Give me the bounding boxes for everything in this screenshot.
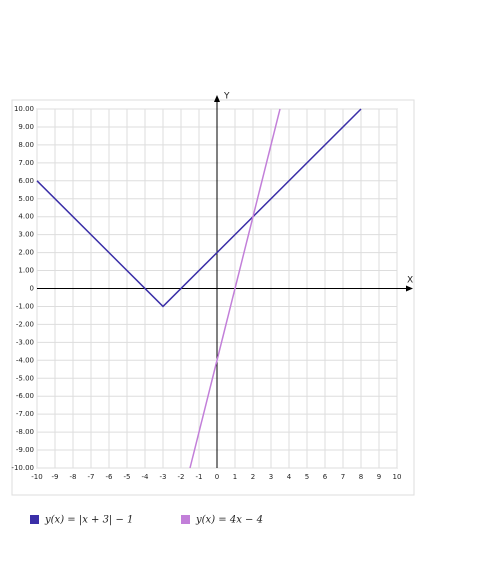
- y-axis-label: Y: [223, 92, 230, 102]
- legend-swatch: [181, 515, 190, 524]
- y-tick-label: 3.00: [18, 231, 34, 239]
- y-tick-label: -9.00: [16, 446, 34, 454]
- x-tick-label: 6: [323, 473, 328, 481]
- x-tick-label: 9: [377, 473, 381, 481]
- x-tick-label: -4: [142, 473, 150, 481]
- y-tick-label: 0: [30, 285, 34, 293]
- y-tick-label: 2.00: [18, 249, 34, 257]
- y-tick-label: -4.00: [16, 356, 34, 364]
- series-line: [189, 108, 281, 469]
- legend-label: y(x) = |x + 3| − 1: [44, 515, 133, 526]
- x-tick-label: 3: [269, 473, 273, 481]
- legend-swatch: [30, 515, 39, 524]
- x-tick-label: -6: [106, 473, 114, 481]
- y-tick-label: 7.00: [18, 159, 34, 167]
- y-tick-label: -6.00: [16, 392, 34, 400]
- y-tick-label: 8.00: [18, 141, 34, 149]
- x-tick-label: 0: [215, 473, 219, 481]
- x-axis-label: X: [407, 276, 413, 286]
- x-tick-label: -2: [178, 473, 185, 481]
- legend-label: y(x) = 4x − 4: [195, 515, 263, 526]
- x-tick-label: -9: [52, 473, 59, 481]
- x-tick-label: -7: [88, 473, 95, 481]
- y-tick-label: -5.00: [16, 374, 34, 382]
- y-tick-label: -2.00: [16, 320, 34, 328]
- x-tick-label: 10: [393, 473, 402, 481]
- x-tick-label: -8: [70, 473, 77, 481]
- x-tick-label: 1: [233, 473, 237, 481]
- y-tick-label: -8.00: [16, 428, 34, 436]
- y-tick-label: 6.00: [18, 177, 34, 185]
- x-tick-label: 8: [359, 473, 363, 481]
- y-tick-label: -7.00: [16, 410, 34, 418]
- x-tick-label: -10: [31, 473, 42, 481]
- y-tick-label: -10.00: [11, 464, 34, 472]
- y-tick-label: -3.00: [16, 338, 34, 346]
- y-tick-label: 1.00: [18, 267, 34, 275]
- y-axis-arrow: [214, 95, 220, 102]
- y-tick-label: -1.00: [16, 302, 34, 310]
- x-axis-arrow: [406, 285, 413, 292]
- y-tick-label: 5.00: [18, 195, 34, 203]
- x-tick-label: -3: [160, 473, 167, 481]
- x-tick-label: 4: [287, 473, 292, 481]
- x-tick-label: -1: [196, 473, 203, 481]
- x-tick-label: -5: [124, 473, 131, 481]
- chart-frame: [11, 99, 415, 496]
- series-line: [36, 108, 362, 308]
- x-tick-label: 2: [251, 473, 255, 481]
- y-tick-label: 4.00: [18, 213, 34, 221]
- y-tick-label: 10.00: [14, 105, 34, 113]
- x-tick-label: 7: [341, 473, 345, 481]
- x-tick-label: 5: [305, 473, 309, 481]
- y-tick-label: 9.00: [18, 123, 34, 131]
